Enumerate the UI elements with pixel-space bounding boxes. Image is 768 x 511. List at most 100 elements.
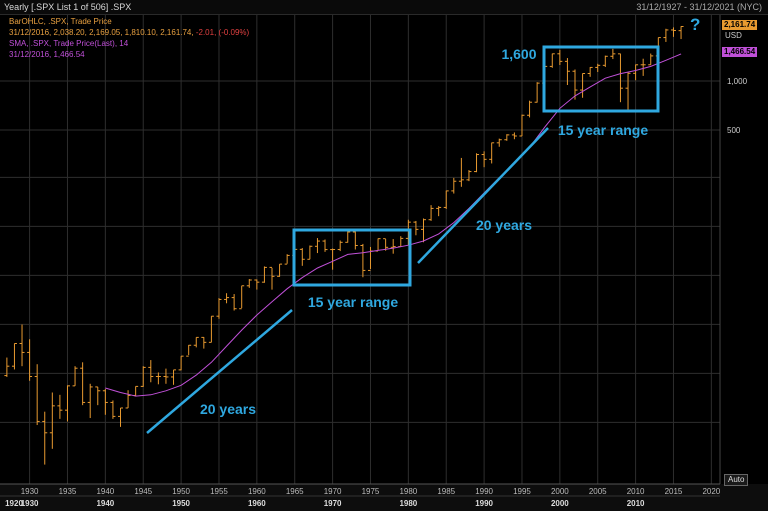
annotations: 20 years 20 years 15 year range 15 year ran… [146, 45, 660, 434]
ohlc-bar-1983 [428, 205, 434, 221]
ohlc-bar-1930 [27, 339, 33, 381]
ohlc-bar-2008 [617, 53, 623, 103]
ohlc-bar-1951 [186, 344, 192, 357]
ohlc-bar-2009 [625, 72, 631, 110]
decade-label-2010: 2010 [627, 499, 645, 508]
sma-line [105, 53, 682, 397]
x-tick-1960: 1960 [248, 487, 266, 496]
range-box-1 [542, 45, 660, 113]
ohlc-bar-1931 [34, 364, 40, 426]
ohlc-bar-2010 [633, 64, 639, 81]
ohlc-bar-1958 [239, 285, 245, 310]
date-range: 31/12/1927 - 31/12/2021 (NYC) [636, 2, 762, 12]
ohlc-bar-1967 [307, 245, 313, 260]
x-tick-1935: 1935 [59, 487, 77, 496]
x-tick-1940: 1940 [96, 487, 114, 496]
ohlc-bar-1989 [474, 153, 480, 173]
ohlc-bar-1948 [163, 368, 169, 384]
ohlc-bar-2004 [587, 66, 593, 77]
ohlc-bar-2006 [602, 55, 608, 67]
ohlc-bars [4, 26, 684, 465]
ohlc-bar-1996 [527, 100, 533, 118]
x-tick-1995: 1995 [513, 487, 531, 496]
x-axis: 1930 1935 1940 1945 1950 1955 1960 1965 1970 1975… [0, 483, 768, 511]
grid-lines [0, 15, 721, 484]
ohlc-bar-1980 [405, 219, 411, 246]
chart-header: Yearly [.SPX List 1 of 506] .SPX 31/12/1… [0, 0, 768, 15]
ohlc-bar-1957 [231, 294, 237, 311]
ohlc-change: -2.01, (-0.09%) [195, 28, 250, 37]
ohlc-bar-1960 [254, 279, 260, 290]
decade-label-1990: 1990 [475, 499, 493, 508]
ohlc-bar-1970 [330, 248, 336, 270]
ohlc-bar-1994 [511, 132, 517, 140]
decade-label-1940: 1940 [96, 499, 114, 508]
x-tick-1930: 1930 [21, 487, 39, 496]
sma-legend-label: SMA, .SPX, Trade Price(Last), 14 [9, 39, 129, 48]
ohlc-bar-1981 [413, 220, 419, 236]
range-label-1: 15 year range [558, 122, 648, 138]
x-tick-1970: 1970 [324, 487, 342, 496]
ohlc-bar-1928 [11, 342, 17, 370]
ohlc-bar-2015 [670, 27, 676, 37]
y-tick-0: 500 [727, 126, 741, 135]
range-label-0: 15 year range [308, 294, 398, 310]
x-tick-1955: 1955 [210, 487, 228, 496]
x-tick-2020: 2020 [702, 487, 720, 496]
ohlc-bar-1974 [360, 243, 366, 278]
trend-line-0 [146, 309, 293, 434]
decade-label-1960: 1960 [248, 499, 266, 508]
ohlc-bar-1936 [72, 366, 78, 387]
ohlc-bar-1929 [19, 324, 25, 367]
x-tick-1965: 1965 [286, 487, 304, 496]
trend-label-0: 20 years [200, 401, 256, 417]
ohlc-bar-2001 [564, 58, 570, 86]
currency-label: USD [725, 31, 742, 40]
x-tick-1980: 1980 [399, 487, 417, 496]
ohlc-bar-1927 [4, 357, 10, 377]
ohlc-bar-1978 [390, 239, 396, 254]
ohlc-bar-1941 [110, 400, 116, 419]
ohlc-bar-1950 [178, 355, 184, 371]
ohlc-bar-1947 [155, 372, 161, 385]
decade-label-1950: 1950 [172, 499, 190, 508]
auto-scale-button[interactable]: Auto [724, 474, 749, 486]
last-price-tag: 2,161.74 [722, 20, 758, 30]
ohlc-bar-1973 [352, 230, 358, 250]
ohlc-bar-1991 [489, 142, 495, 164]
chart-title: Yearly [.SPX List 1 of 506] .SPX [4, 2, 132, 12]
ohlc-bar-1932 [42, 411, 48, 465]
ohlc-bar-1943 [125, 390, 131, 409]
ohlc-bar-2016 [678, 26, 684, 40]
x-tick-2010: 2010 [627, 487, 645, 496]
ohlc-bar-2012 [648, 53, 654, 66]
y-tick-1: 1,000 [727, 77, 748, 86]
ohlc-bar-1990 [481, 151, 487, 168]
price-level-label: 1,600 [501, 46, 536, 62]
ohlc-legend-label: BarOHLC, .SPX, Trade Price [9, 17, 112, 26]
ohlc-bar-1992 [496, 138, 502, 147]
price-chart[interactable]: 20 years 20 years 15 year range 15 year ran… [0, 15, 768, 511]
x-tick-1990: 1990 [475, 487, 493, 496]
ohlc-bar-1952 [193, 336, 199, 348]
ohlc-bar-1961 [261, 266, 267, 283]
ohlc-bar-1977 [383, 238, 389, 251]
ohlc-bar-1935 [64, 385, 70, 422]
ohlc-legend-values: 31/12/2016, 2,038.20, 2,169.05, 1,810.10… [9, 28, 249, 38]
ohlc-bar-1945 [140, 366, 146, 387]
ohlc-bar-1938 [87, 383, 93, 419]
ohlc-bar-1946 [148, 360, 154, 383]
ohlc-bar-1986 [451, 177, 457, 194]
ohlc-bar-1968 [314, 238, 320, 254]
decade-label-1920: 1920 [5, 499, 23, 508]
ohlc-bar-1995 [519, 114, 525, 137]
sma-value-tag: 1,466.54 [722, 47, 758, 57]
ohlc-bar-1956 [224, 293, 230, 304]
x-tick-1950: 1950 [172, 487, 190, 496]
ohlc-bar-1982 [421, 218, 426, 243]
ohlc-bar-2014 [663, 28, 669, 42]
ohlc-bar-2007 [610, 48, 616, 60]
decade-label-1930: 1930 [21, 499, 39, 508]
ohlc-bar-1933 [49, 392, 55, 449]
ohlc-bar-2003 [580, 73, 586, 98]
